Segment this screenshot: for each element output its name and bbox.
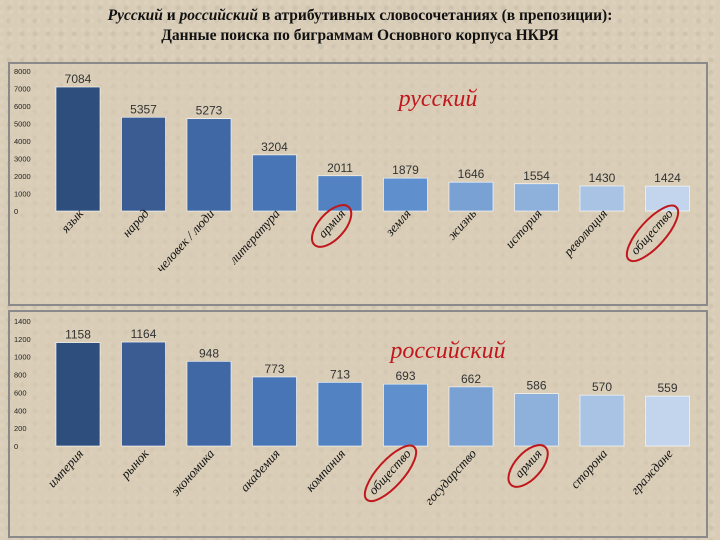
data-label: 948 (199, 346, 219, 360)
y-tick-label: 2000 (14, 172, 31, 181)
title-conj: и (162, 7, 180, 24)
category-label: империя (44, 446, 86, 490)
highlight-circle (625, 204, 680, 263)
category-label: государство (421, 446, 479, 508)
bar (252, 154, 297, 212)
data-label: 773 (264, 362, 284, 376)
bar (317, 382, 363, 447)
category-label: человек / люди (153, 206, 218, 275)
category-label: рынок (117, 445, 152, 482)
chart-word-label: русский (397, 86, 478, 112)
category-label: граждане (627, 446, 675, 497)
title-word-russkiy: Русский (107, 7, 163, 24)
bar (579, 394, 625, 447)
data-label: 3204 (261, 140, 288, 154)
y-tick-label: 600 (14, 388, 27, 397)
data-label: 1430 (589, 171, 616, 185)
data-label: 570 (592, 380, 612, 394)
y-tick-label: 3000 (14, 155, 31, 164)
category-label: жизнь (444, 206, 479, 243)
data-label: 1646 (458, 167, 485, 181)
bar (383, 177, 428, 212)
highlight-circle (507, 444, 549, 488)
bar (448, 386, 494, 447)
bar (186, 361, 232, 447)
page-title: Русский и российский в атрибутивных слов… (0, 6, 720, 46)
bar (514, 183, 559, 212)
bar (514, 393, 559, 447)
y-tick-label: 1200 (14, 335, 31, 344)
y-tick-label: 400 (14, 406, 27, 415)
data-label: 5273 (196, 104, 223, 118)
data-label: 559 (657, 381, 677, 395)
y-tick-label: 800 (14, 371, 27, 380)
y-tick-label: 200 (14, 424, 27, 433)
chart-rossiyskiy: 0 200 400 600 800 1000 1200 1400 1158 империя 1164… (14, 317, 690, 508)
title-word-rossiyskiy: российский (179, 7, 259, 24)
title-line-2: Данные поиска по биграммам Основного кор… (161, 27, 559, 44)
category-label: компания (302, 446, 348, 495)
category-label: общество (365, 446, 414, 498)
chart-panel-russkiy: 0 1000 2000 3000 4000 5000 6000 7000 8000 7084 язы… (8, 62, 708, 306)
bar (121, 341, 166, 447)
y-tick-label: 8000 (14, 67, 31, 76)
bar (55, 342, 101, 447)
data-label: 586 (526, 379, 546, 393)
chart-panel-rossiyskiy: 0 200 400 600 800 1000 1200 1400 1158 империя 1164… (8, 310, 708, 538)
highlight-circle (311, 204, 353, 248)
data-label: 1158 (65, 328, 91, 342)
data-label: 1879 (392, 163, 419, 177)
chart-word-label: российский (388, 338, 505, 364)
category-label: экономика (168, 446, 218, 499)
category-label: армия (511, 446, 544, 481)
y-tick-label: 0 (14, 442, 18, 451)
data-label: 662 (461, 372, 481, 386)
bar (55, 86, 101, 212)
bar (186, 118, 232, 212)
highlight-circle (363, 444, 418, 503)
bar (448, 181, 494, 212)
data-label: 693 (395, 369, 415, 383)
data-label: 1554 (523, 169, 550, 183)
y-tick-label: 4000 (14, 137, 31, 146)
category-label: общество (627, 206, 676, 258)
data-label: 7084 (65, 72, 92, 86)
title-line-1-rest: в атрибутивных словосочетаниях (в препоз… (258, 7, 613, 24)
y-tick-label: 7000 (14, 85, 31, 94)
bar (252, 376, 297, 447)
y-tick-label: 1400 (14, 317, 31, 326)
y-tick-label: 6000 (14, 102, 31, 111)
category-label: литература (225, 206, 283, 268)
y-tick-label: 1000 (14, 353, 31, 362)
category-label: сторона (567, 446, 610, 492)
category-label: революция (560, 206, 610, 260)
y-tick-label: 5000 (14, 120, 31, 129)
chart-russkiy: 0100020003000400050006000700080007084язы… (14, 67, 690, 275)
bar (121, 116, 166, 212)
bar (645, 395, 690, 447)
category-label: академия (237, 446, 283, 495)
data-label: 1164 (131, 327, 157, 341)
bar (383, 383, 428, 447)
data-label: 2011 (327, 161, 353, 175)
data-label: 5357 (130, 102, 157, 116)
y-tick-label: 1000 (14, 190, 31, 199)
bar (579, 185, 625, 212)
data-label: 713 (330, 367, 350, 381)
y-tick-label: 0 (14, 207, 18, 216)
data-label: 1424 (654, 171, 681, 185)
title-line-1: Русский и российский в атрибутивных слов… (0, 6, 720, 26)
category-label: история (502, 206, 545, 251)
